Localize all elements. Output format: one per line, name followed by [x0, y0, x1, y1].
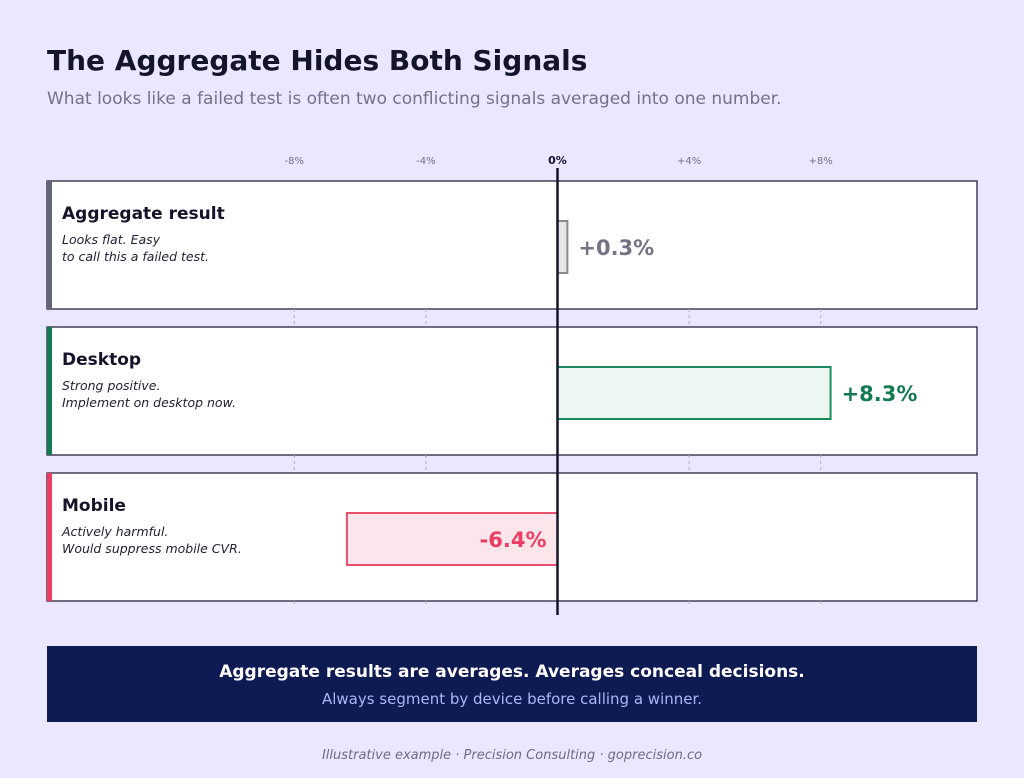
bar-value-label: +0.3% [578, 236, 654, 260]
x-tick-label: -8% [285, 156, 304, 167]
banner-headline: Aggregate results are averages. Averages… [219, 662, 805, 682]
x-tick-label: -4% [416, 156, 435, 167]
footer-credit: Illustrative example · Precision Consult… [321, 748, 703, 763]
bar-value-label: +8.3% [842, 382, 918, 406]
panel-frame [46, 180, 978, 310]
page-title: The Aggregate Hides Both Signals [47, 44, 588, 77]
x-tick-label: +8% [809, 156, 833, 167]
segment-panel-mobile: Mobile Actively harmful. Would suppress mo… [46, 472, 978, 607]
segment-note: to call this a failed test. [62, 249, 209, 264]
segment-note: Looks flat. Easy [62, 232, 161, 247]
segment-note: Would suppress mobile CVR. [62, 541, 242, 556]
x-tick-label: +4% [677, 156, 701, 167]
bar-aggregate [556, 220, 569, 274]
segment-panel-desktop: Desktop Strong positive. Implement on desk… [46, 326, 978, 473]
segment-title: Desktop [62, 350, 141, 370]
segment-panel-aggregate: Aggregate result Looks flat. Easy to call … [46, 180, 978, 327]
segment-note: Implement on desktop now. [62, 395, 236, 410]
panel-frame [46, 326, 978, 456]
banner-subline: Always segment by device before calling … [321, 690, 703, 708]
diverging-bar-chart: -8% -4% 0% +4% +8% Aggregate result Looks flat… [46, 154, 978, 615]
page-subtitle: What looks like a failed test is often t… [47, 89, 782, 109]
x-tick-label: 0% [548, 154, 567, 167]
bar-desktop [556, 366, 832, 420]
panel-accent-strip [47, 181, 52, 309]
segment-title: Aggregate result [62, 204, 225, 224]
panel-accent-strip [47, 473, 52, 601]
segment-note: Actively harmful. [61, 524, 168, 539]
bar-value-label: -6.4% [480, 528, 547, 552]
takeaway-banner: Aggregate results are averages. Averages… [47, 646, 977, 722]
segment-title: Mobile [62, 496, 126, 516]
panel-accent-strip [47, 327, 52, 455]
segment-note: Strong positive. [62, 378, 160, 393]
